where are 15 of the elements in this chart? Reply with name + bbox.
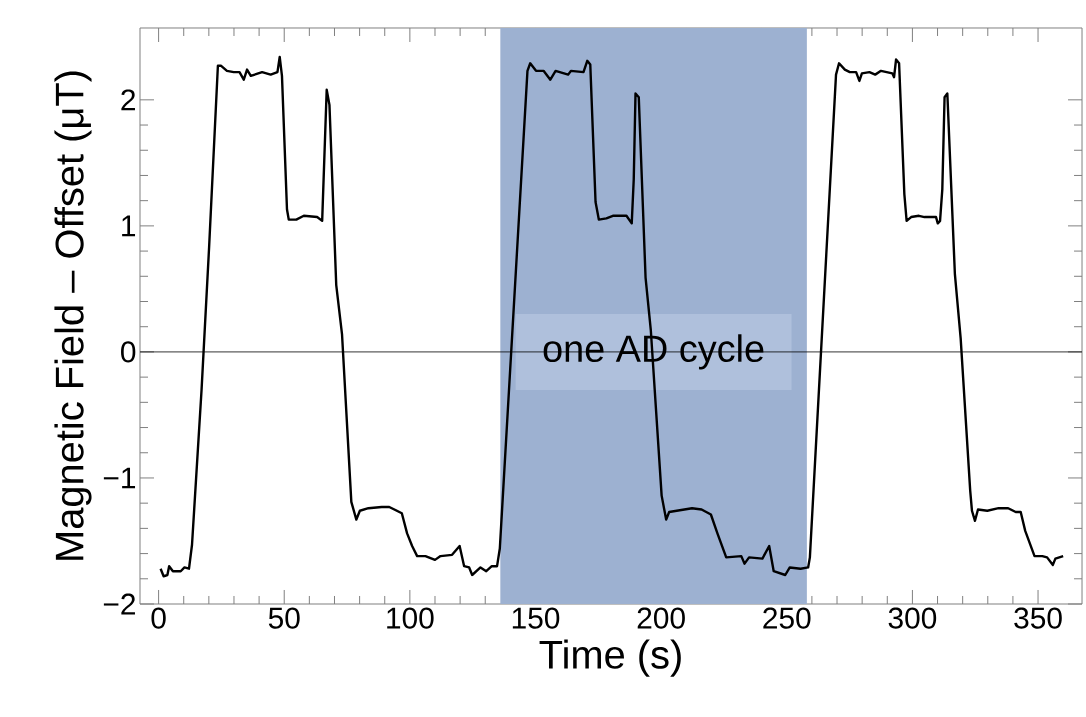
x-tick-label: 200	[637, 607, 685, 629]
x-axis-title: Time (s)	[539, 639, 681, 677]
x-tick-label: 300	[888, 607, 937, 629]
y-tick-label: 2	[121, 89, 135, 111]
y-tick-label: −1	[103, 467, 136, 489]
x-tick-label: 150	[512, 607, 560, 629]
x-tick-label: 0	[151, 607, 166, 629]
y-tick-label: 0	[121, 341, 136, 363]
y-tick-label: −2	[103, 593, 135, 615]
y-tick-label: 1	[122, 215, 136, 237]
x-tick-label: 250	[763, 607, 811, 629]
x-tick-label: 100	[387, 607, 434, 629]
y-axis-title: Magnetic Field – Offset (μT)	[54, 71, 92, 560]
x-tick-label: 350	[1014, 607, 1062, 629]
x-tick-label: 50	[268, 607, 300, 629]
